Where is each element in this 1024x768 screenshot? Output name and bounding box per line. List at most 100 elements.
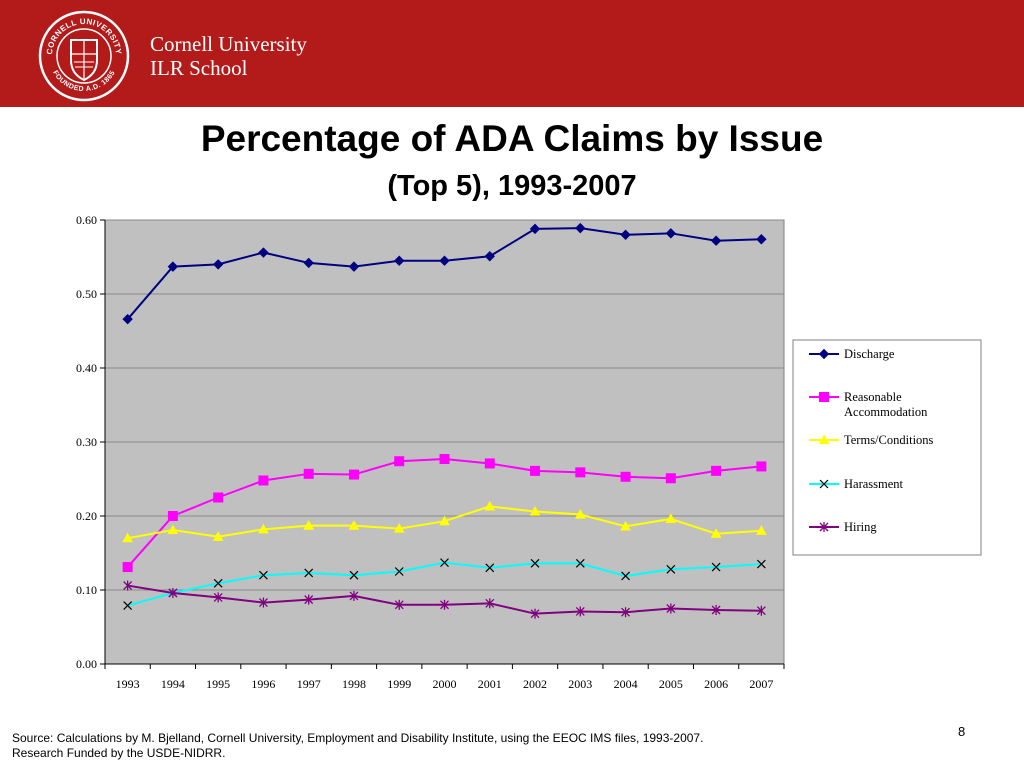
data-point-series-1 [710,235,722,246]
data-point-series-2 [756,461,767,472]
data-point-series-5 [711,604,721,615]
chart-title: Percentage of ADA Claims by Issue [200,118,824,159]
cornell-seal-logo: CORNELL UNIVERSITY FOUNDED A.D. 1865 [38,10,130,102]
x-tick-label: 1994 [161,677,185,691]
x-tick-label: 1996 [251,677,275,691]
y-tick-label: 0.20 [76,509,97,523]
data-point-series-1 [348,261,360,272]
legend-label-1: Discharge [844,347,895,361]
data-point-series-4 [394,567,404,576]
legend-marker-4 [819,479,829,489]
data-point-series-4 [530,558,540,568]
source-note: Source: Calculations by M. Bjelland, Cor… [12,731,703,761]
data-point-series-3 [665,513,677,524]
data-point-series-1 [303,257,314,269]
data-point-series-2 [439,454,450,465]
x-tick-label: 1997 [297,677,321,691]
y-tick-label: 0.60 [76,213,97,227]
data-point-series-2 [348,469,359,480]
data-point-series-1 [484,251,495,262]
legend-label-4: Harassment [844,477,904,491]
data-point-series-2 [665,473,676,484]
x-tick-label: 1998 [342,677,366,691]
data-point-series-2 [303,468,314,479]
data-point-series-3 [574,508,586,519]
data-point-series-1 [212,259,224,270]
data-point-series-2 [575,467,586,478]
data-point-series-1 [575,222,586,234]
university-wordmark: Cornell University ILR School [150,32,307,80]
data-point-series-2 [122,562,133,573]
data-point-series-5 [168,587,178,598]
data-point-series-4 [349,570,359,580]
source-line-1: Source: Calculations by M. Bjelland, Cor… [12,731,704,745]
x-tick-label: 2004 [614,677,638,691]
y-tick-label: 0.00 [76,657,97,671]
data-point-series-5 [123,580,133,591]
data-point-series-1 [394,255,405,266]
data-point-series-5 [349,590,359,601]
legend-label-5: Hiring [844,520,877,534]
data-point-series-3 [756,525,767,535]
data-point-series-2 [530,465,541,476]
chart-subtitle: (Top 5), 1993-2007 [387,170,637,202]
x-tick-label: 1993 [116,677,140,691]
data-point-series-4 [259,570,268,580]
x-tick-label: 1995 [206,677,230,691]
university-name: Cornell University [150,32,307,56]
data-point-series-5 [213,592,223,603]
page-number: 8 [958,724,966,739]
legend-box [792,339,982,556]
data-point-series-2 [258,475,269,486]
x-tick-label: 2003 [568,677,592,691]
data-point-series-5 [258,597,268,608]
data-point-series-2 [711,465,722,476]
legend-marker-5 [819,522,829,532]
x-tick-label: 2005 [659,677,683,691]
data-point-series-1 [167,261,179,272]
y-tick-label: 0.30 [76,435,97,449]
data-point-series-4 [575,558,585,568]
data-point-series-4 [440,558,449,568]
data-point-series-4 [304,568,314,578]
data-point-series-3 [348,520,360,530]
data-point-series-3 [167,524,179,535]
y-tick-label: 0.50 [76,287,97,301]
data-point-series-1 [529,223,541,235]
data-point-series-1 [620,229,631,241]
data-point-series-3 [529,506,541,516]
header-banner: CORNELL UNIVERSITY FOUNDED A.D. 1865 Cor… [0,0,1024,107]
data-point-series-5 [756,605,766,616]
school-name: ILR School [150,56,248,80]
legend-marker-1 [818,348,830,360]
x-tick-label: 2006 [704,677,728,691]
data-point-series-4 [621,571,630,581]
legend-label-2: Reasonable Accommodation [844,390,928,419]
line-chart: 0.00 0.10 0.20 0.30 0.40 0.50 0.60 1993 1994 1995… [76,213,982,691]
legend-marker-2 [819,392,829,402]
data-point-series-4 [485,563,495,573]
data-point-series-1 [258,247,269,258]
data-point-series-3 [710,528,722,538]
x-tick-label: 2007 [749,677,773,691]
data-point-series-5 [440,599,449,610]
x-tick-label: 1999 [387,677,411,691]
data-point-series-3 [122,532,133,543]
data-point-series-5 [666,603,676,614]
data-point-series-2 [620,471,631,482]
data-point-series-4 [756,559,766,569]
legend-label-3: Terms/Conditions [844,433,934,447]
data-point-series-2 [167,511,178,521]
data-point-series-3 [620,520,631,531]
data-point-series-3 [258,523,269,534]
data-point-series-2 [484,458,495,469]
data-point-series-1 [756,234,767,245]
data-point-series-4 [666,564,676,574]
data-point-series-1 [665,228,677,239]
data-point-series-5 [530,608,540,619]
data-point-series-5 [304,594,314,605]
data-point-series-3 [393,523,405,533]
y-tick-label: 0.10 [76,583,97,597]
data-point-series-5 [394,599,404,610]
data-point-series-4 [213,578,223,588]
